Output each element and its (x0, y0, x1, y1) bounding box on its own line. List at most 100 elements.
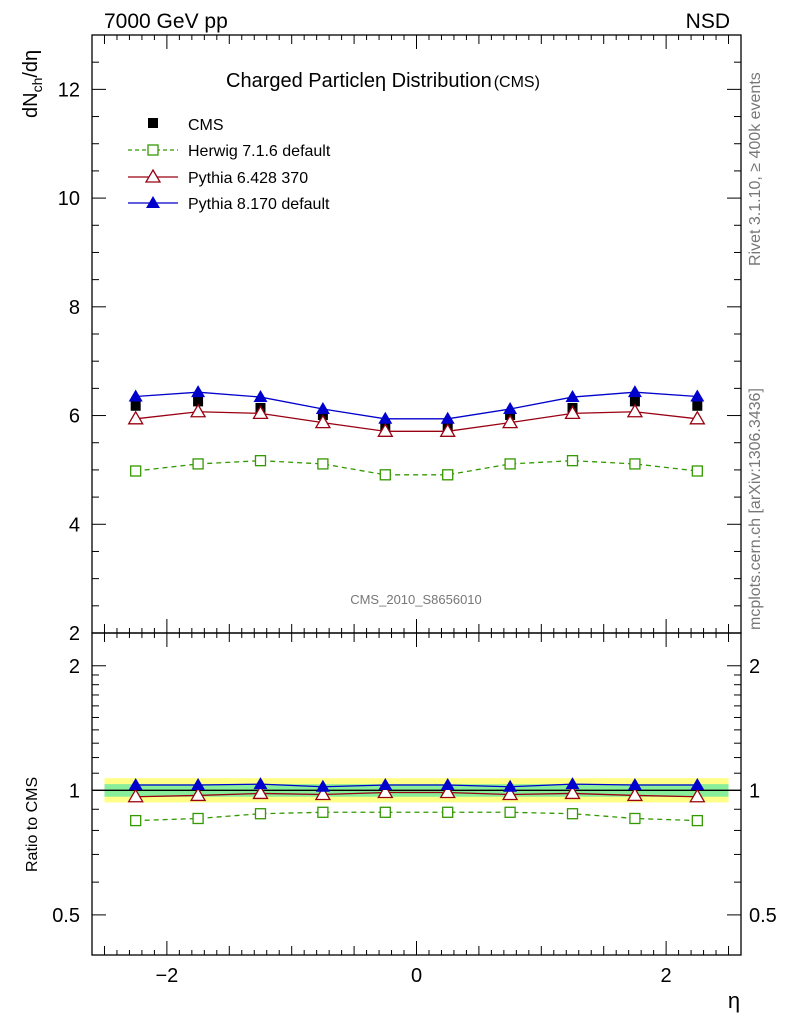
legend-marker-pythia8 (146, 196, 160, 208)
ratio-uncertainty-band (92, 778, 741, 803)
pythia8-ratio-point (191, 778, 206, 791)
pythia8-ratio-point (565, 777, 580, 790)
x-tick-label: 2 (661, 965, 672, 987)
pythia6-ratio-point (564, 785, 581, 800)
herwig-data-point (691, 465, 703, 477)
pythia6-ratio-point (189, 787, 207, 802)
pythia8-data-point (440, 411, 455, 424)
main-y-axis-label: dNch/dη (20, 50, 45, 118)
pythia8-data-point (627, 385, 642, 398)
ratio-series-layer (127, 777, 706, 827)
pythia8-data-point (565, 390, 580, 403)
pythia6-ratio-line (135, 791, 698, 798)
ratio-y-tick-label: 1 (69, 780, 80, 802)
herwig-data-point (442, 469, 454, 481)
herwig-data-point (254, 455, 267, 467)
pythia6-data-point (127, 410, 144, 425)
legend-label-cms: CMS (188, 117, 224, 134)
pythia6-data-point (252, 405, 269, 420)
x-tick-label: 0 (411, 965, 422, 987)
herwig-ratio-point (379, 806, 391, 818)
chart-title: Charged Particleη Distribution (CMS) (226, 70, 540, 92)
legend-entry-pythia6: Pythia 6.428 370 (128, 168, 308, 187)
herwig-series-line (135, 460, 698, 476)
chart-title-eta-symbol: η (375, 70, 386, 92)
herwig-data-point (504, 458, 516, 470)
pythia8-ratio-point (315, 779, 330, 792)
legend-entry-herwig: Herwig 7.1.6 default (128, 143, 331, 160)
legend-entry-pythia8: Pythia 8.170 default (128, 196, 330, 213)
pythia6-ratio-point (626, 787, 644, 802)
legend-entry-cms: CMS (148, 117, 224, 134)
pythia6-data-point (626, 403, 644, 418)
chart-title-tag: (CMS) (494, 74, 540, 91)
x-tick-label: −2 (155, 965, 178, 987)
main-y-tick-label: 4 (69, 514, 80, 536)
legend: CMS Herwig 7.1.6 default Pythia 6.428 37… (128, 117, 331, 213)
pythia6-data-point (377, 423, 394, 437)
pythia6-ratio-point (439, 784, 456, 799)
pythia6-data-point (314, 414, 332, 429)
main-y-tick-label-partial: 2 (69, 623, 80, 645)
ratio-y-tick-label-right: 2 (749, 656, 760, 678)
legend-marker-herwig (147, 144, 159, 156)
cms-data-point (692, 400, 703, 411)
legend-label-pythia6: Pythia 6.428 370 (188, 170, 308, 187)
main-y-tick-label: 12 (58, 79, 80, 101)
pythia8-data-point (690, 389, 705, 402)
pythia6-data-point (189, 403, 207, 418)
main-axis-ticks: 4 6 8 10 12 2 (58, 34, 741, 645)
herwig-ratio-point (130, 814, 142, 827)
pythia6-ratio-point (127, 788, 144, 803)
ratio-y-tick-label: 0.5 (52, 905, 80, 927)
ratio-y-tick-label-right: 1 (749, 780, 760, 802)
analysis-id-label: CMS_2010_S8656010 (350, 592, 482, 607)
herwig-data-point (379, 469, 391, 481)
cms-data-point (193, 396, 204, 407)
y-label-main: dN (20, 92, 42, 118)
pythia6-ratio-point (689, 788, 706, 803)
cms-data-point (629, 396, 640, 407)
ratio-y-tick-label-right: 0.5 (749, 905, 777, 927)
pythia8-data-point (378, 411, 393, 424)
herwig-data-point (629, 458, 641, 470)
herwig-ratio-point (317, 806, 329, 818)
pythia8-ratio-point (378, 778, 393, 791)
herwig-data-point (130, 465, 142, 477)
pythia8-data-point (128, 389, 143, 402)
pythia8-ratio-point (503, 779, 518, 792)
header-process-label: NSD (686, 10, 730, 33)
main-y-tick-label: 6 (69, 406, 80, 428)
pythia6-data-point (564, 405, 581, 420)
herwig-data-point (566, 455, 579, 467)
herwig-data-point (317, 458, 329, 470)
mcplots-reference-label: mcplots.cern.ch [arXiv:1306.3436] (747, 388, 764, 630)
ratio-y-tick-label: 2 (69, 656, 80, 678)
header-beam-label: 7000 GeV pp (104, 10, 228, 33)
herwig-ratio-point (254, 808, 267, 820)
pythia8-data-point (315, 402, 330, 415)
pythia6-ratio-point (377, 784, 394, 799)
chart-title-suffix: Distribution (386, 70, 492, 92)
ratio-y-axis-label: Ratio to CMS (24, 777, 41, 872)
herwig-ratio-point (504, 806, 516, 818)
pythia6-ratio-point (501, 786, 519, 801)
herwig-ratio-point (192, 812, 204, 825)
ratio-axis-ticks: 0.5 0.5 1 1 2 2 −2 0 2 (52, 633, 777, 987)
y-label-tail: /dη (20, 50, 42, 78)
herwig-ratio-point (566, 808, 579, 820)
herwig-ratio-line (135, 811, 698, 822)
main-panel: 4 6 8 10 12 2 Charged Particleη Distribution(… (20, 34, 742, 645)
pythia6-ratio-point (314, 786, 332, 801)
pythia8-ratio-point (627, 778, 642, 791)
pythia8-ratio-line (135, 783, 698, 788)
chart-title-text: Charged Particle (226, 70, 375, 92)
main-series-layer (127, 385, 706, 481)
x-axis-label: η (728, 988, 740, 1013)
pythia8-data-point (191, 385, 206, 398)
legend-marker-pythia6 (144, 168, 162, 183)
pythia6-ratio-point (252, 785, 269, 800)
herwig-data-point (192, 458, 204, 470)
pythia8-ratio-point (440, 778, 455, 791)
